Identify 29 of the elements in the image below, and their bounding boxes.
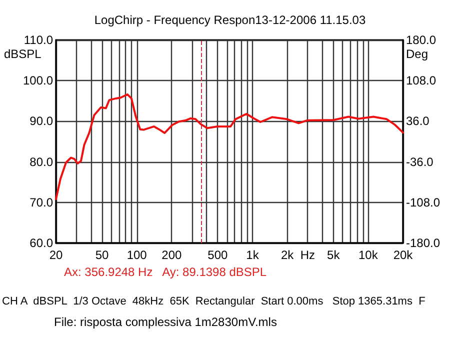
x-tick-label: Hz [300,248,316,262]
y2-tick-label: -36.0 [406,154,434,169]
y2-tick-label: -108.0 [406,195,440,210]
chart-title: LogChirp - Frequency Respon13-12-2006 11.15.03 [94,13,366,27]
y-tick-label: 110.0 [24,33,54,47]
x-tick-label: 20k [393,248,414,262]
x-tick-label: 200 [162,248,182,262]
x-tick-label: 10k [358,248,379,262]
y-tick-label: 70.0 [30,195,54,210]
x-tick-label: 100 [126,248,148,262]
x-tick-label: 2k [280,248,295,262]
x-tick-label: 20 [49,248,63,262]
x-tick-label: 1k [246,248,260,262]
y2-axis-title: Deg [406,47,428,61]
y2-tick-label: 108.0 [406,74,436,88]
text: CH A dBSPL 1/3 Octave 48kHz 65K Rectangular Start 0.00ms Stop 1365.31ms F [2,296,426,308]
x-tick-label: 500 [208,248,228,262]
y-tick-label: 90.0 [30,114,54,128]
y-tick-label: 80.0 [30,154,54,169]
x-tick-label: 50 [95,248,110,262]
text: Ax: 356.9248 Hz Ay: 89.1398 dBSPL [64,265,267,279]
y2-tick-label: 180.0 [406,33,436,47]
y-tick-label: 60.0 [30,236,54,250]
x-tick-label: 5k [327,248,341,262]
text: File: risposta complessiva 1m2830mV.mls [54,315,277,329]
y2-tick-label: -180.0 [406,236,440,250]
y-tick-label: 100.0 [22,74,54,88]
y2-tick-label: 36.0 [406,114,430,128]
y-axis-title: dBSPL [4,47,42,61]
